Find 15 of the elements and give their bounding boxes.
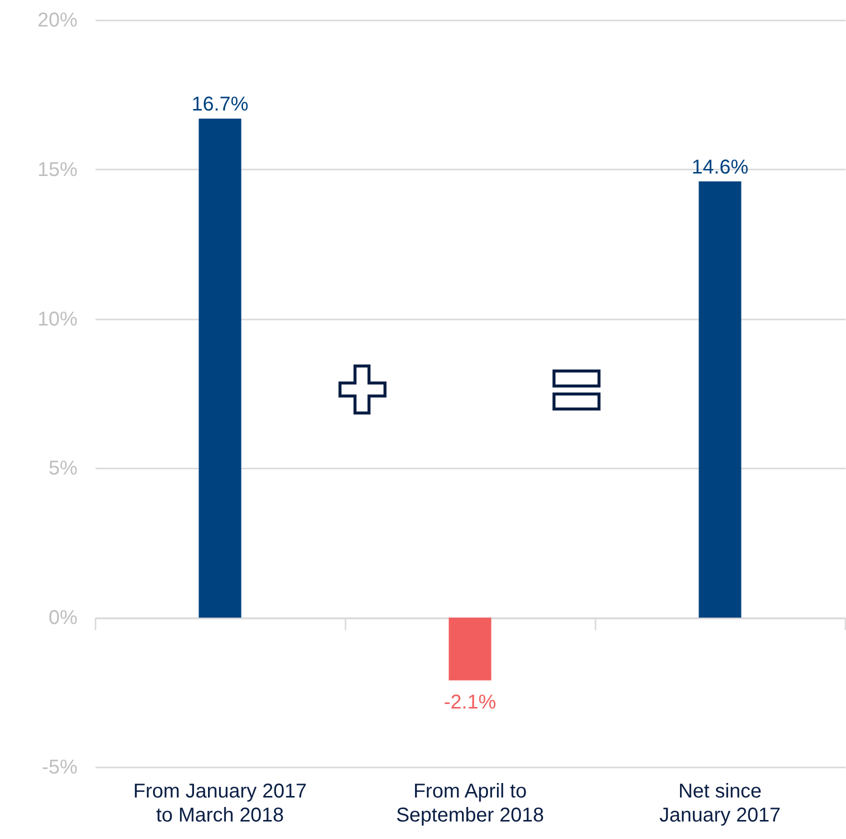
data-label: 16.7% xyxy=(192,94,249,116)
data-label: 14.6% xyxy=(692,156,749,178)
y-tick-label: 5% xyxy=(48,458,78,480)
y-tick-label: 20% xyxy=(37,10,78,32)
y-tick-label: 0% xyxy=(48,607,78,630)
y-tick-label: 10% xyxy=(37,308,78,330)
data-label: -2.1% xyxy=(444,691,496,714)
x-tick-label: From April to September 2018 xyxy=(396,780,544,826)
bar xyxy=(198,118,242,618)
bar xyxy=(448,618,492,680)
y-tick-label: 15% xyxy=(37,158,78,181)
bar xyxy=(698,181,742,618)
y-tick-label: -5% xyxy=(42,756,78,778)
x-tick-label: From January 2017 to March 2018 xyxy=(133,780,307,826)
x-tick-label: Net since January 2017 xyxy=(659,780,781,826)
